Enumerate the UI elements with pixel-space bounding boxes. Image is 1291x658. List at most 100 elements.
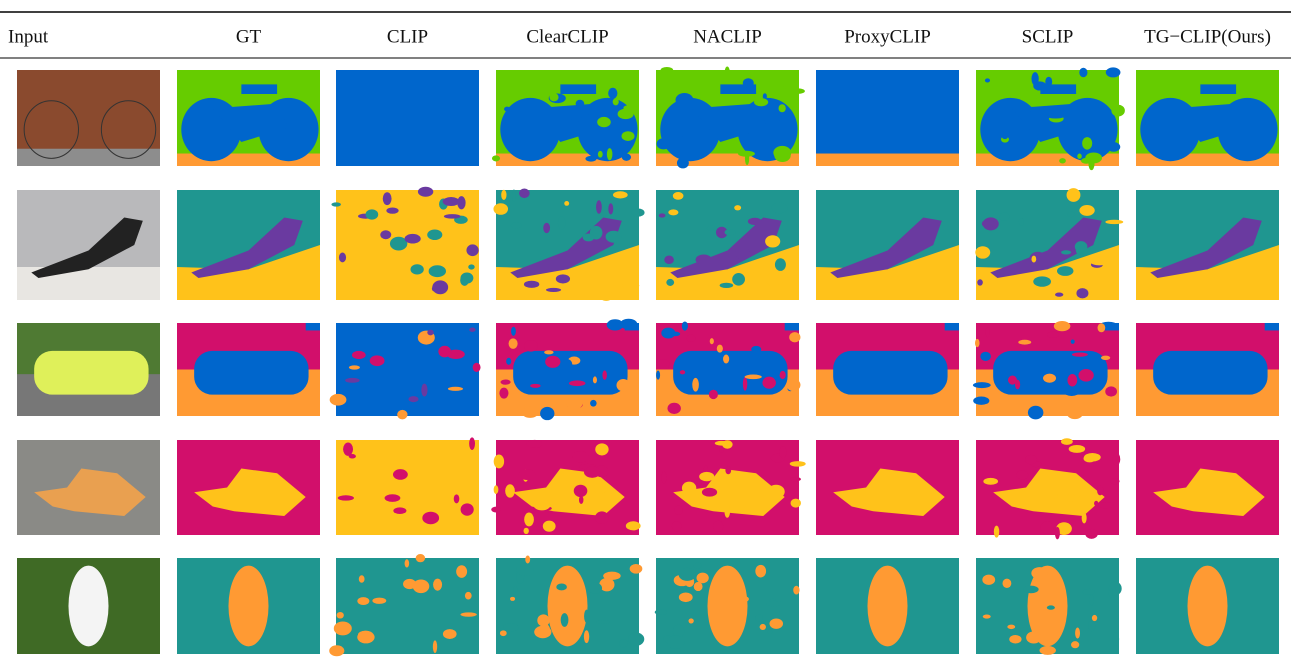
segmentation-map <box>329 554 479 656</box>
region <box>1028 406 1043 420</box>
region <box>1031 72 1038 85</box>
region <box>778 119 787 129</box>
region <box>779 104 786 112</box>
region <box>710 338 714 344</box>
region <box>503 623 519 631</box>
region <box>1067 494 1075 502</box>
region <box>1054 321 1071 331</box>
region <box>1047 332 1059 338</box>
segmentation-map <box>655 558 800 654</box>
region <box>579 496 583 504</box>
region <box>1072 353 1088 357</box>
region <box>1026 631 1041 643</box>
region <box>447 350 465 359</box>
region <box>626 521 641 530</box>
region <box>465 592 472 600</box>
region <box>569 380 586 386</box>
region <box>1045 77 1052 87</box>
region <box>524 281 539 288</box>
region <box>583 233 595 241</box>
region <box>1009 635 1021 643</box>
region <box>336 440 479 535</box>
region <box>530 384 541 388</box>
region <box>336 190 479 300</box>
region <box>664 255 674 264</box>
region <box>1077 154 1082 159</box>
region <box>1084 453 1101 462</box>
region <box>1023 586 1039 594</box>
region <box>499 388 508 399</box>
segmentation-map <box>177 70 320 166</box>
segmentation-map <box>177 323 320 416</box>
region <box>1067 212 1075 217</box>
region <box>468 264 474 269</box>
region <box>1018 340 1031 345</box>
region <box>421 384 427 397</box>
region <box>1078 495 1087 507</box>
segmentation-map <box>976 558 1122 655</box>
region <box>768 485 785 499</box>
region <box>724 67 730 80</box>
region <box>1016 470 1028 479</box>
region <box>691 87 698 97</box>
image-grid <box>17 67 1279 657</box>
segmentation-map <box>1136 323 1279 416</box>
region <box>1067 374 1077 386</box>
region <box>1094 501 1098 506</box>
region <box>1113 453 1121 466</box>
input-image <box>17 190 160 300</box>
region <box>511 222 522 228</box>
region <box>613 191 628 198</box>
region <box>1075 241 1088 252</box>
region <box>608 88 617 99</box>
region <box>584 467 600 478</box>
region <box>1047 605 1055 609</box>
segmentation-map <box>816 558 959 654</box>
region <box>338 495 354 500</box>
column-headers: InputGTCLIPClearCLIPNACLIPProxyCLIPSCLIP… <box>8 26 1271 47</box>
region <box>773 146 791 160</box>
region <box>622 131 635 141</box>
region <box>1113 632 1119 646</box>
region <box>692 378 699 392</box>
region <box>619 639 628 647</box>
region <box>616 379 630 391</box>
region <box>564 201 569 206</box>
region <box>1008 375 1017 384</box>
region <box>999 212 1009 220</box>
region <box>558 216 566 229</box>
region <box>596 620 610 624</box>
region <box>727 482 739 486</box>
region <box>598 151 603 158</box>
region <box>358 631 373 639</box>
region <box>790 461 806 467</box>
region <box>973 396 989 404</box>
region <box>519 188 530 198</box>
region <box>1107 142 1120 152</box>
region <box>585 156 596 162</box>
region <box>1153 351 1267 395</box>
segmentation-map <box>816 70 959 166</box>
region <box>621 72 630 79</box>
column-header: SCLIP <box>1022 26 1074 47</box>
region <box>833 351 947 395</box>
region <box>343 442 353 455</box>
region <box>1043 374 1056 383</box>
region <box>524 513 534 527</box>
region <box>68 566 108 647</box>
region <box>509 338 518 349</box>
region <box>427 330 433 336</box>
region <box>1109 589 1113 598</box>
segmentation-map <box>1136 440 1279 535</box>
region <box>996 72 1004 82</box>
region <box>584 610 589 623</box>
region <box>676 93 694 107</box>
region <box>1091 258 1109 265</box>
region <box>628 633 644 646</box>
region <box>1033 276 1051 286</box>
region <box>1028 647 1037 653</box>
segmentation-map <box>336 437 479 535</box>
region <box>1088 620 1095 631</box>
region <box>454 494 460 503</box>
input-image <box>17 558 160 654</box>
